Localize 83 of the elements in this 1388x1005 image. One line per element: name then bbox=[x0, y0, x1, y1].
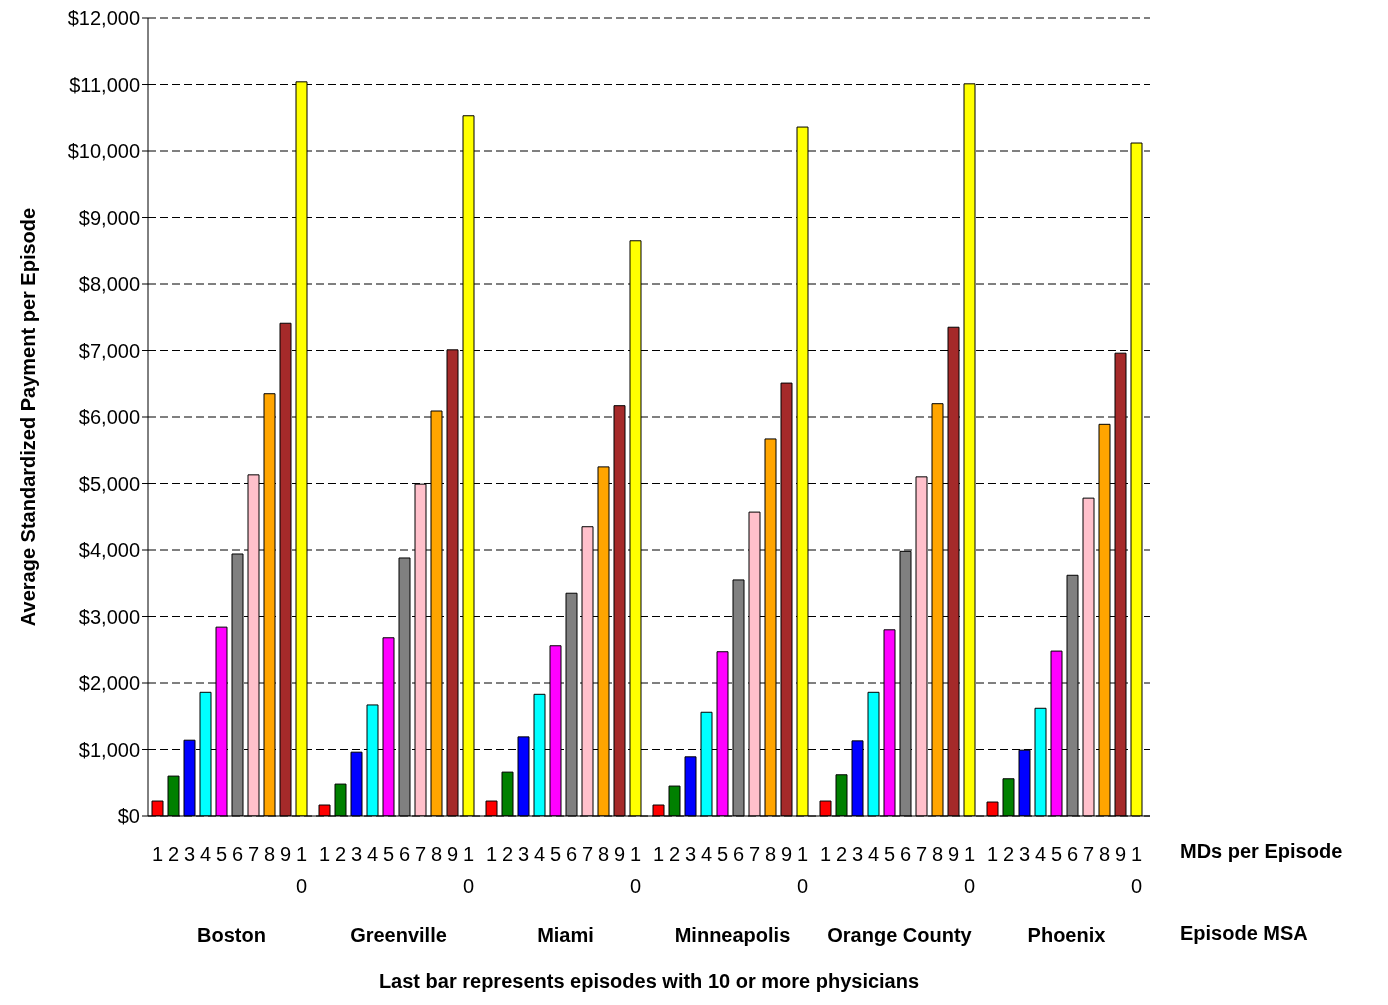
x-tick-label: Minneapolis bbox=[674, 924, 791, 946]
text: 6 bbox=[899, 843, 912, 865]
series-label: 5 bbox=[215, 843, 228, 865]
text: 3 bbox=[1018, 843, 1031, 865]
text: 2 bbox=[501, 843, 514, 865]
y-tick-label: $4,000 bbox=[78, 539, 140, 562]
text: 1 bbox=[652, 843, 665, 865]
text: 10 bbox=[1130, 843, 1143, 897]
text: 6 bbox=[565, 843, 578, 865]
x-tick-label: Orange County bbox=[827, 924, 973, 946]
x-tick-label: Miami bbox=[537, 924, 594, 946]
text: 7 bbox=[748, 843, 761, 865]
series-label: 9 bbox=[279, 843, 292, 865]
series-label: 2 bbox=[167, 843, 180, 865]
y-axis-title: Average Standardized Payment per Episode bbox=[17, 207, 40, 627]
x-tick-label: Greenville bbox=[350, 924, 447, 946]
text: 9 bbox=[780, 843, 793, 865]
text: 5 bbox=[883, 843, 896, 865]
y-tick-label: $6,000 bbox=[78, 406, 140, 429]
text: 8 bbox=[597, 843, 610, 865]
text: 3 bbox=[684, 843, 697, 865]
text: 5 bbox=[716, 843, 729, 865]
text: 7 bbox=[581, 843, 594, 865]
text: 4 bbox=[366, 843, 379, 865]
text: 7 bbox=[915, 843, 928, 865]
text: 1 bbox=[318, 843, 331, 865]
text: 9 bbox=[446, 843, 459, 865]
text: 2 bbox=[1002, 843, 1015, 865]
text: 2 bbox=[835, 843, 848, 865]
text: 10 bbox=[963, 843, 976, 897]
text: 8 bbox=[430, 843, 443, 865]
y-tick-label: $2,000 bbox=[78, 672, 140, 695]
text: 6 bbox=[1066, 843, 1079, 865]
series-label: 8 bbox=[263, 843, 276, 865]
x-tick-label: Boston bbox=[197, 924, 266, 946]
text: 8 bbox=[931, 843, 944, 865]
y-tick-label: $0 bbox=[117, 805, 140, 828]
text: 6 bbox=[732, 843, 745, 865]
text: 9 bbox=[1114, 843, 1127, 865]
text: 3 bbox=[851, 843, 864, 865]
text: MDs per Episode bbox=[1180, 840, 1343, 863]
series-label: 6 bbox=[231, 843, 244, 865]
y-tick-label: $12,000 bbox=[67, 7, 140, 30]
text: 1 bbox=[819, 843, 832, 865]
y-tick-label: $9,000 bbox=[78, 206, 140, 229]
text: 1 bbox=[986, 843, 999, 865]
y-tick-label: $8,000 bbox=[78, 273, 140, 296]
series-label: 3 bbox=[183, 843, 196, 865]
y-tick-label: $3,000 bbox=[78, 605, 140, 628]
text: 4 bbox=[867, 843, 880, 865]
text: 3 bbox=[350, 843, 363, 865]
text: 4 bbox=[1034, 843, 1047, 865]
text: 7 bbox=[1082, 843, 1095, 865]
y-tick-label: $1,000 bbox=[78, 738, 140, 761]
y-tick-label: $7,000 bbox=[78, 339, 140, 362]
text: 5 bbox=[1050, 843, 1063, 865]
text: 5 bbox=[549, 843, 562, 865]
text: 2 bbox=[334, 843, 347, 865]
text: 10 bbox=[796, 843, 809, 897]
x-axis-title: Last bar represents episodes with 10 or more physicians bbox=[378, 970, 920, 992]
text: 4 bbox=[700, 843, 713, 865]
series-label: 4 bbox=[199, 843, 212, 865]
text: 10 bbox=[629, 843, 642, 897]
text: 2 bbox=[668, 843, 681, 865]
text: 4 bbox=[533, 843, 546, 865]
series-label: 7 bbox=[247, 843, 260, 865]
text: 8 bbox=[1098, 843, 1111, 865]
text: Episode MSA bbox=[1180, 922, 1308, 945]
text: 1 bbox=[485, 843, 498, 865]
text: 10 bbox=[462, 843, 475, 897]
text: 6 bbox=[398, 843, 411, 865]
text: 7 bbox=[414, 843, 427, 865]
y-tick-label: $5,000 bbox=[78, 472, 140, 495]
x-tick-label: Phoenix bbox=[1027, 924, 1106, 946]
y-tick-label: $10,000 bbox=[67, 140, 140, 163]
series-label: 1 bbox=[151, 843, 164, 865]
text: 9 bbox=[947, 843, 960, 865]
text: 3 bbox=[517, 843, 530, 865]
series-label: 10 bbox=[295, 843, 308, 897]
text: 5 bbox=[382, 843, 395, 865]
text: 8 bbox=[764, 843, 777, 865]
y-tick-label: $11,000 bbox=[69, 73, 140, 96]
text: 9 bbox=[613, 843, 626, 865]
